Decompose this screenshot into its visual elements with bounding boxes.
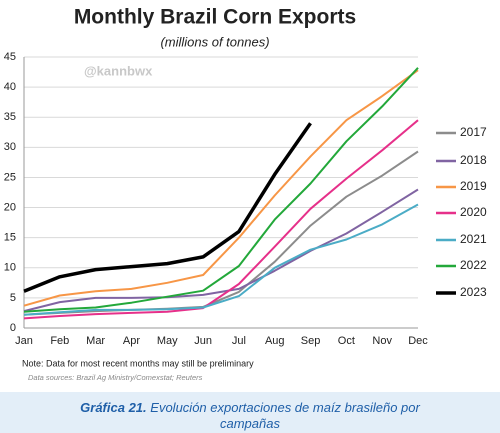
caption: Gráfica 21. Evolución exportaciones de m…: [60, 400, 440, 432]
source: Data sources: Brazil Ag Ministry/Comexst…: [28, 373, 203, 382]
y-tick-label: 25: [4, 171, 16, 183]
series-line: [23, 203, 419, 316]
x-tick-label: Aug: [265, 335, 285, 347]
legend-label: 2020: [460, 205, 487, 219]
series-line: [23, 67, 419, 313]
x-tick-label: Oct: [338, 335, 355, 347]
y-tick-label: 10: [4, 262, 16, 274]
y-tick-label: 40: [4, 81, 16, 93]
y-tick-label: 20: [4, 201, 16, 213]
chart: Monthly Brazil Corn Exports (millions of…: [0, 0, 500, 392]
y-tick-label: 45: [4, 51, 16, 63]
legend-label: 2023: [460, 285, 487, 299]
series-line: [23, 69, 419, 307]
y-tick-label: 35: [4, 111, 16, 123]
x-tick-label: Apr: [123, 335, 140, 347]
chart-title: Monthly Brazil Corn Exports: [74, 6, 356, 29]
chart-subtitle: (millions of tonnes): [160, 34, 269, 49]
watermark: @kannbwx: [84, 63, 153, 78]
x-tick-label: Jul: [232, 335, 246, 347]
legend-label: 2018: [460, 153, 487, 167]
series-line: [23, 188, 419, 313]
caption-text: Evolución exportaciones de maíz brasileñ…: [150, 400, 420, 431]
x-tick-label: May: [157, 335, 178, 347]
x-tick-label: Dec: [408, 335, 428, 347]
x-tick-label: Jan: [15, 335, 33, 347]
series-line: [23, 122, 312, 293]
series-line: [23, 119, 419, 320]
y-tick-label: 5: [10, 292, 16, 304]
x-tick-label: Nov: [372, 335, 392, 347]
caption-label: Gráfica 21.: [80, 400, 147, 415]
legend-label: 2021: [460, 232, 487, 246]
y-tick-label: 15: [4, 232, 16, 244]
x-tick-label: Jun: [194, 335, 212, 347]
y-tick-label: 0: [10, 322, 16, 334]
legend-label: 2022: [460, 258, 487, 272]
series-line: [23, 150, 419, 316]
legend-label: 2017: [460, 125, 487, 139]
x-tick-label: Feb: [50, 335, 69, 347]
x-tick-label: Sep: [301, 335, 321, 347]
x-tick-label: Mar: [86, 335, 105, 347]
y-tick-label: 30: [4, 141, 16, 153]
chart-background: [0, 0, 500, 392]
legend-label: 2019: [460, 179, 487, 193]
note: Note: Data for most recent months may st…: [22, 358, 254, 368]
